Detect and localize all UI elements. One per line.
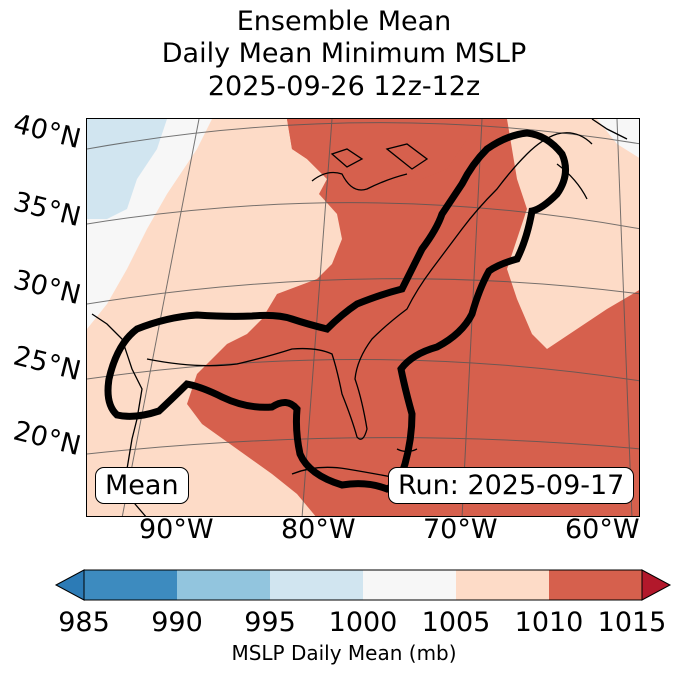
colorbar-segment-1000 [363, 570, 456, 600]
mean-label: Mean [95, 467, 189, 504]
colorbar-under-arrow [54, 569, 85, 601]
colorbar-segment-990 [177, 570, 270, 600]
lat-label-40: 40°N [10, 108, 84, 156]
title-line-2: Daily Mean Minimum MSLP [161, 38, 527, 69]
colorbar-segment-1010 [549, 570, 642, 600]
colorbar-tick-985: 985 [58, 607, 110, 638]
pressure-field-995 [87, 119, 167, 219]
run-date-label: Run: 2025-09-17 [388, 467, 635, 504]
colorbar-label: MSLP Daily Mean (mb) [231, 641, 457, 665]
lat-label-35: 35°N [10, 186, 84, 234]
colorbar-segment-995 [270, 570, 363, 600]
colorbar-tick-1015: 1015 [597, 607, 667, 638]
colorbar-tick-990: 990 [151, 607, 203, 638]
colorbar-over-arrow [641, 569, 672, 601]
colorbar-outline [83, 569, 643, 601]
lat-label-25: 25°N [10, 340, 84, 388]
colorbar-tick-995: 995 [244, 607, 296, 638]
pressure-field-great-lakes [287, 119, 467, 199]
title-line-1: Ensemble Mean [236, 6, 452, 37]
ensemble-contour [104, 129, 570, 493]
lon-label-60: 60°W [565, 514, 640, 545]
pressure-field-1005-atlantic [507, 119, 639, 349]
colorbar-segment-1005 [456, 570, 549, 600]
lon-label-80: 80°W [281, 514, 356, 545]
map-svg [87, 119, 639, 516]
lat-label-30: 30°N [10, 264, 84, 312]
lon-label-70: 70°W [423, 514, 498, 545]
colorbar [54, 569, 672, 601]
colorbar-segment-985 [84, 570, 177, 600]
title-line-3: 2025-09-26 12z-12z [207, 71, 481, 102]
colorbar-tick-1010: 1010 [514, 607, 584, 638]
colorbar-tick-1005: 1005 [421, 607, 491, 638]
map-panel [86, 118, 640, 517]
colorbar-tick-1000: 1000 [328, 607, 398, 638]
lon-label-90: 90°W [139, 514, 214, 545]
lat-label-20: 20°N [10, 415, 84, 463]
